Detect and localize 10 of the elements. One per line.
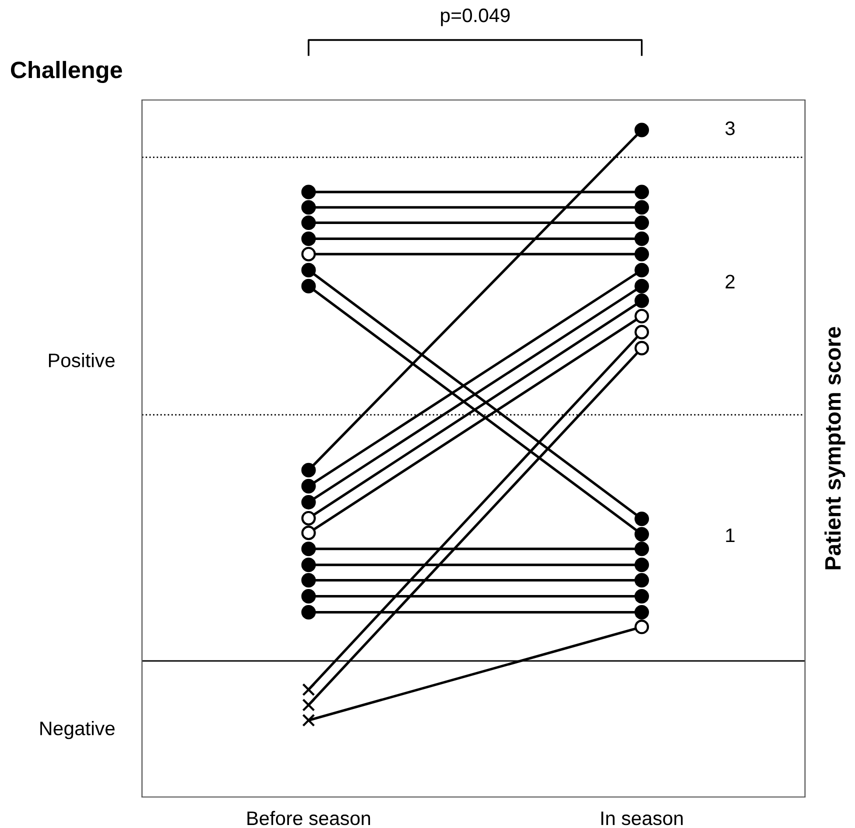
annotation: 3 (725, 121, 735, 136)
text: p=0.049 (441, 8, 510, 26)
x-tick-label: Before season (247, 810, 370, 826)
annotation: 2 (726, 274, 735, 288)
chart-title: Challenge (10, 60, 122, 84)
x-tick-label: In season (601, 812, 683, 826)
y2-axis-title: Patient symptom score (824, 326, 846, 570)
text: Negative (40, 721, 115, 740)
annotation: 1 (726, 528, 735, 542)
text: Positive (48, 353, 115, 368)
